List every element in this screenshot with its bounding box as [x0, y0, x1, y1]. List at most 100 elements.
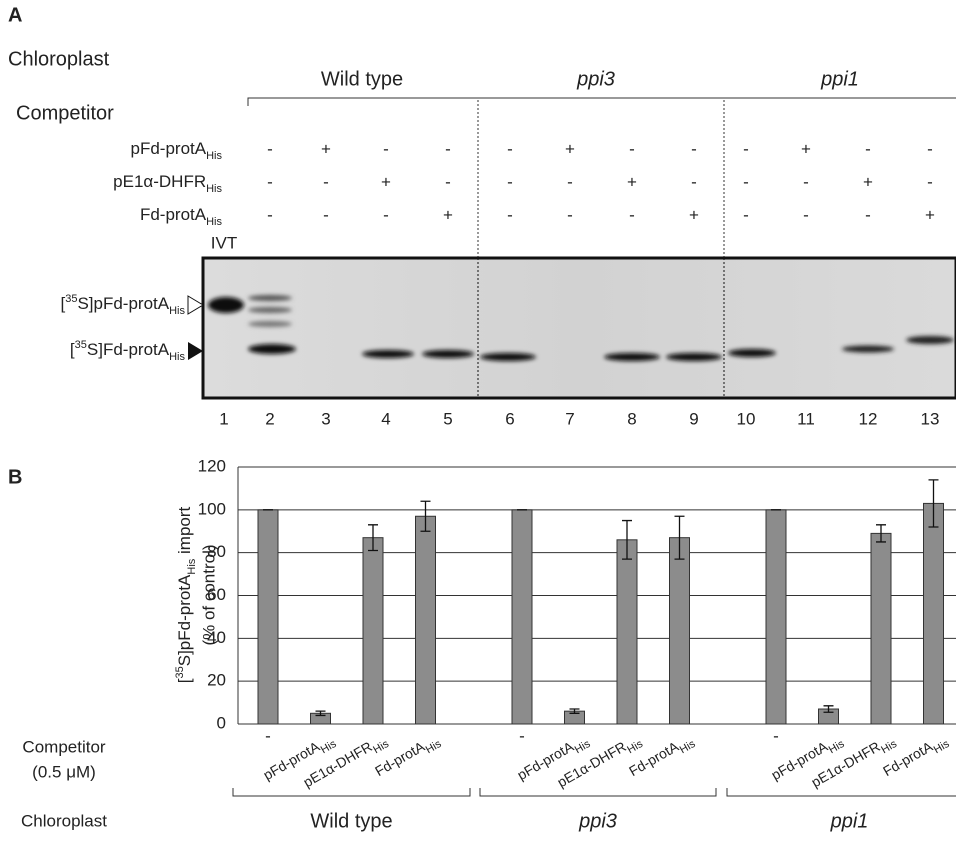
x-tick-label: - [265, 726, 271, 745]
y-axis-label: [35S]pFd-protAHis import [174, 506, 198, 683]
lane-number: 12 [859, 409, 878, 428]
sign: - [743, 139, 749, 158]
lane-number: 5 [443, 409, 452, 428]
y-axis-label-part: import [175, 506, 194, 558]
bar [924, 503, 944, 724]
x-tick-label-part: His [319, 738, 339, 757]
precursor-marker [188, 296, 203, 314]
lane-number: 8 [627, 409, 636, 428]
row-label-part: pE1α-DHFR [113, 172, 206, 191]
sign: - [383, 139, 389, 158]
x-tick-label-part: His [424, 738, 444, 757]
bar [617, 540, 637, 724]
bracket [233, 788, 470, 796]
x-tick-label-part: His [678, 738, 698, 757]
row-label: pFd-protAHis [131, 139, 223, 161]
group-label: Wild type [321, 68, 403, 90]
sign: - [927, 172, 933, 191]
chloroplast-label: Chloroplast [21, 811, 107, 830]
lane-number: 1 [219, 409, 228, 428]
x-tick-label-part: His [573, 738, 593, 757]
sign: - [629, 205, 635, 224]
sign: - [445, 139, 451, 158]
sign: - [267, 139, 273, 158]
bar [670, 538, 690, 724]
y-tick-label: 120 [198, 456, 226, 475]
band-label-part: S]pFd-protA [77, 294, 169, 313]
sign: - [803, 205, 809, 224]
row-label-part: pFd-protA [131, 139, 207, 158]
sign: - [743, 205, 749, 224]
sign: - [323, 205, 329, 224]
lane-number: 2 [265, 409, 274, 428]
group-label: ppi3 [576, 68, 615, 90]
bar [871, 533, 891, 724]
y-tick-label: 0 [217, 713, 226, 732]
sign: - [743, 172, 749, 191]
bar [766, 510, 786, 724]
row-label-part: His [206, 216, 222, 228]
y-tick-label: 100 [198, 499, 226, 518]
sign: - [927, 139, 933, 158]
chloroplast-label: Chloroplast [8, 48, 110, 70]
lane-number: 3 [321, 409, 330, 428]
ivt-label: IVT [211, 233, 237, 252]
row-label-part: His [206, 183, 222, 195]
sign: - [383, 205, 389, 224]
y-axis-label: (% of control) [199, 544, 218, 645]
competitor-label: Competitor [22, 737, 105, 756]
band-label: [35S]Fd-protAHis [70, 339, 186, 363]
x-tick-label: - [519, 726, 525, 745]
row-label-part: Fd-protA [140, 205, 207, 224]
lane-number: 9 [689, 409, 698, 428]
sign: - [507, 172, 513, 191]
x-tick-label: Fd-protAHis [626, 730, 698, 784]
sign: - [267, 172, 273, 191]
sign: - [323, 172, 329, 191]
sign: + [689, 205, 699, 224]
panel-label: A [8, 4, 22, 26]
bar [416, 516, 436, 724]
sign: - [629, 139, 635, 158]
sign: + [863, 172, 873, 191]
sign: - [445, 172, 451, 191]
x-tick-label-part: His [625, 738, 645, 757]
lane-number: 11 [797, 409, 815, 428]
row-label: pE1α-DHFRHis [113, 172, 222, 194]
competitor-conc: (0.5 μM) [32, 762, 96, 781]
band-label-part: 35 [75, 339, 87, 351]
x-tick-label: Fd-protAHis [880, 730, 952, 784]
bracket [248, 98, 956, 106]
sign: - [507, 139, 513, 158]
sign: - [267, 205, 273, 224]
sign: - [691, 172, 697, 191]
sign: + [565, 139, 575, 158]
sign: - [567, 172, 573, 191]
bar [363, 538, 383, 724]
band-label-part: His [169, 351, 185, 363]
gel [203, 258, 956, 398]
sign: - [865, 205, 871, 224]
lane-number: 7 [565, 409, 574, 428]
lane-number: 13 [921, 409, 940, 428]
band-label-part: S]Fd-protA [87, 340, 170, 359]
x-tick-label: Fd-protAHis [372, 730, 444, 784]
group-label: Wild type [310, 810, 392, 832]
panel-label: B [8, 466, 22, 488]
y-axis-label-part: His [186, 558, 198, 574]
sign: - [803, 172, 809, 191]
row-label-part: His [206, 150, 222, 162]
x-tick-label-part: His [371, 738, 391, 757]
x-tick-label-part: His [932, 738, 952, 757]
sign: + [443, 205, 453, 224]
band-label-part: 35 [65, 293, 77, 305]
sign: - [865, 139, 871, 158]
lane-number: 6 [505, 409, 514, 428]
bar [258, 510, 278, 724]
sign: + [627, 172, 637, 191]
y-tick-label: 20 [207, 671, 226, 690]
sign: + [321, 139, 331, 158]
bar [512, 510, 532, 724]
y-axis-label-part: S]pFd-protA [175, 574, 194, 666]
figure: A Chloroplast Competitor IVT Wild type pp… [0, 0, 956, 840]
